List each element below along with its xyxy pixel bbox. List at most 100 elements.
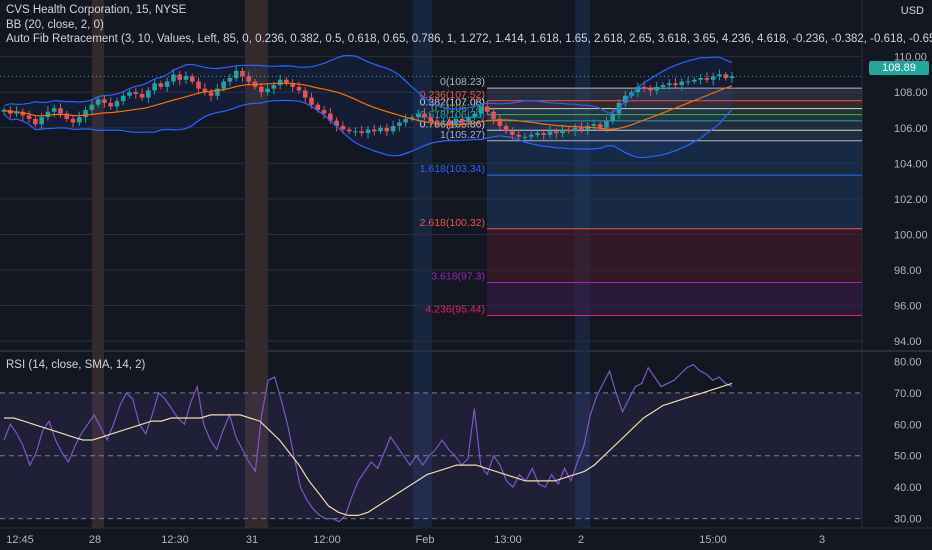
- candle: [415, 113, 421, 118]
- rsi-axis-label: 70.00: [894, 388, 922, 400]
- candle: [648, 88, 653, 91]
- candle: [371, 129, 377, 132]
- fib-zone: [487, 282, 862, 316]
- candle: [70, 118, 76, 123]
- fib-level-label: 1.618(103.34): [420, 163, 485, 175]
- candle: [484, 106, 490, 112]
- fib-level-label: 4.236(95.44): [425, 304, 485, 316]
- time-axis-label: 31: [246, 534, 258, 546]
- fib-zone: [487, 175, 862, 229]
- candle: [315, 104, 321, 110]
- candle: [20, 111, 26, 116]
- candle: [334, 120, 339, 126]
- rsi-axis-label: 60.00: [894, 419, 922, 431]
- price-axis-label: 96.00: [894, 301, 922, 313]
- candle: [89, 104, 95, 110]
- symbol-title: CVS Health Corporation, 15, NYSE: [6, 4, 187, 16]
- currency-label[interactable]: USD: [900, 5, 924, 17]
- candle: [623, 95, 628, 103]
- candle: [635, 86, 641, 93]
- candle: [33, 118, 38, 125]
- candle: [146, 90, 151, 98]
- candle: [428, 117, 434, 121]
- candle: [290, 83, 295, 87]
- candle: [685, 81, 691, 83]
- candle: [528, 134, 534, 137]
- fib-zone: [487, 228, 862, 283]
- price-axis-label: 102.00: [894, 194, 928, 206]
- fib-level-label: 2.618(100.32): [420, 217, 485, 229]
- fib-zone: [487, 120, 862, 131]
- candle: [403, 118, 408, 123]
- price-axis-label: 100.00: [894, 229, 928, 241]
- candle: [660, 85, 666, 87]
- fib-zone: [487, 88, 862, 101]
- candle: [378, 127, 383, 132]
- time-axis-label: 13:00: [494, 534, 522, 546]
- candle: [353, 131, 358, 133]
- candle: [64, 113, 70, 119]
- candle: [346, 129, 352, 132]
- candle: [516, 134, 521, 137]
- candle: [189, 76, 195, 82]
- fib-zone: [487, 108, 862, 115]
- rsi-axis-label: 80.00: [894, 356, 922, 368]
- candle: [409, 117, 415, 119]
- candle: [441, 120, 446, 123]
- bb-fill: [4, 55, 732, 158]
- candle: [723, 74, 729, 78]
- candle: [390, 126, 396, 132]
- price-axis-label: 110.00: [894, 52, 927, 64]
- time-axis-label: 12:45: [6, 534, 34, 546]
- candle: [227, 78, 233, 82]
- rsi-axis-label: 30.00: [894, 514, 922, 526]
- candle: [579, 127, 584, 130]
- candle: [208, 92, 214, 96]
- fib-level-label: 0.236(107.52): [420, 89, 485, 101]
- fib-zone: [487, 130, 862, 141]
- candle: [365, 129, 371, 134]
- time-axis-label: 2: [578, 534, 584, 546]
- fib-level-label: 3.618(97.3): [431, 270, 485, 282]
- candle: [340, 126, 346, 130]
- price-axis-label: 94.00: [894, 336, 922, 348]
- candle: [277, 79, 283, 86]
- time-axis-label: Feb: [416, 534, 435, 546]
- rsi-legend: RSI (14, close, SMA, 14, 2): [6, 359, 146, 371]
- candle: [95, 99, 101, 105]
- candle: [478, 106, 484, 114]
- candle: [453, 118, 459, 125]
- candle: [309, 97, 314, 105]
- rsi-line: [3, 363, 733, 523]
- candle: [422, 113, 427, 118]
- candle: [284, 79, 289, 84]
- candle: [26, 115, 32, 119]
- candle: [259, 86, 264, 93]
- candle: [692, 79, 697, 82]
- candle: [466, 117, 471, 123]
- candle: [566, 129, 572, 132]
- candle: [729, 76, 735, 78]
- candle: [384, 127, 390, 132]
- candle: [114, 101, 120, 107]
- candle: [591, 124, 597, 126]
- fib-level-label: 1(105.27): [440, 129, 485, 141]
- candle: [1, 110, 7, 112]
- candle: [83, 110, 88, 118]
- candle: [133, 92, 139, 94]
- candle: [717, 74, 722, 77]
- candle: [359, 131, 365, 134]
- time-axis-label: 12:30: [161, 534, 189, 546]
- price-axis-label: 98.00: [894, 265, 922, 277]
- candle: [704, 78, 710, 80]
- candle: [572, 127, 578, 132]
- bb-lower-band: [3, 99, 733, 159]
- session-highlight: [245, 0, 268, 528]
- candle: [302, 90, 308, 98]
- bb-legend: BB (20, close, 2, 0): [6, 19, 104, 31]
- candle: [610, 113, 616, 121]
- candle: [271, 85, 277, 89]
- candle: [246, 76, 252, 82]
- candle: [202, 88, 208, 93]
